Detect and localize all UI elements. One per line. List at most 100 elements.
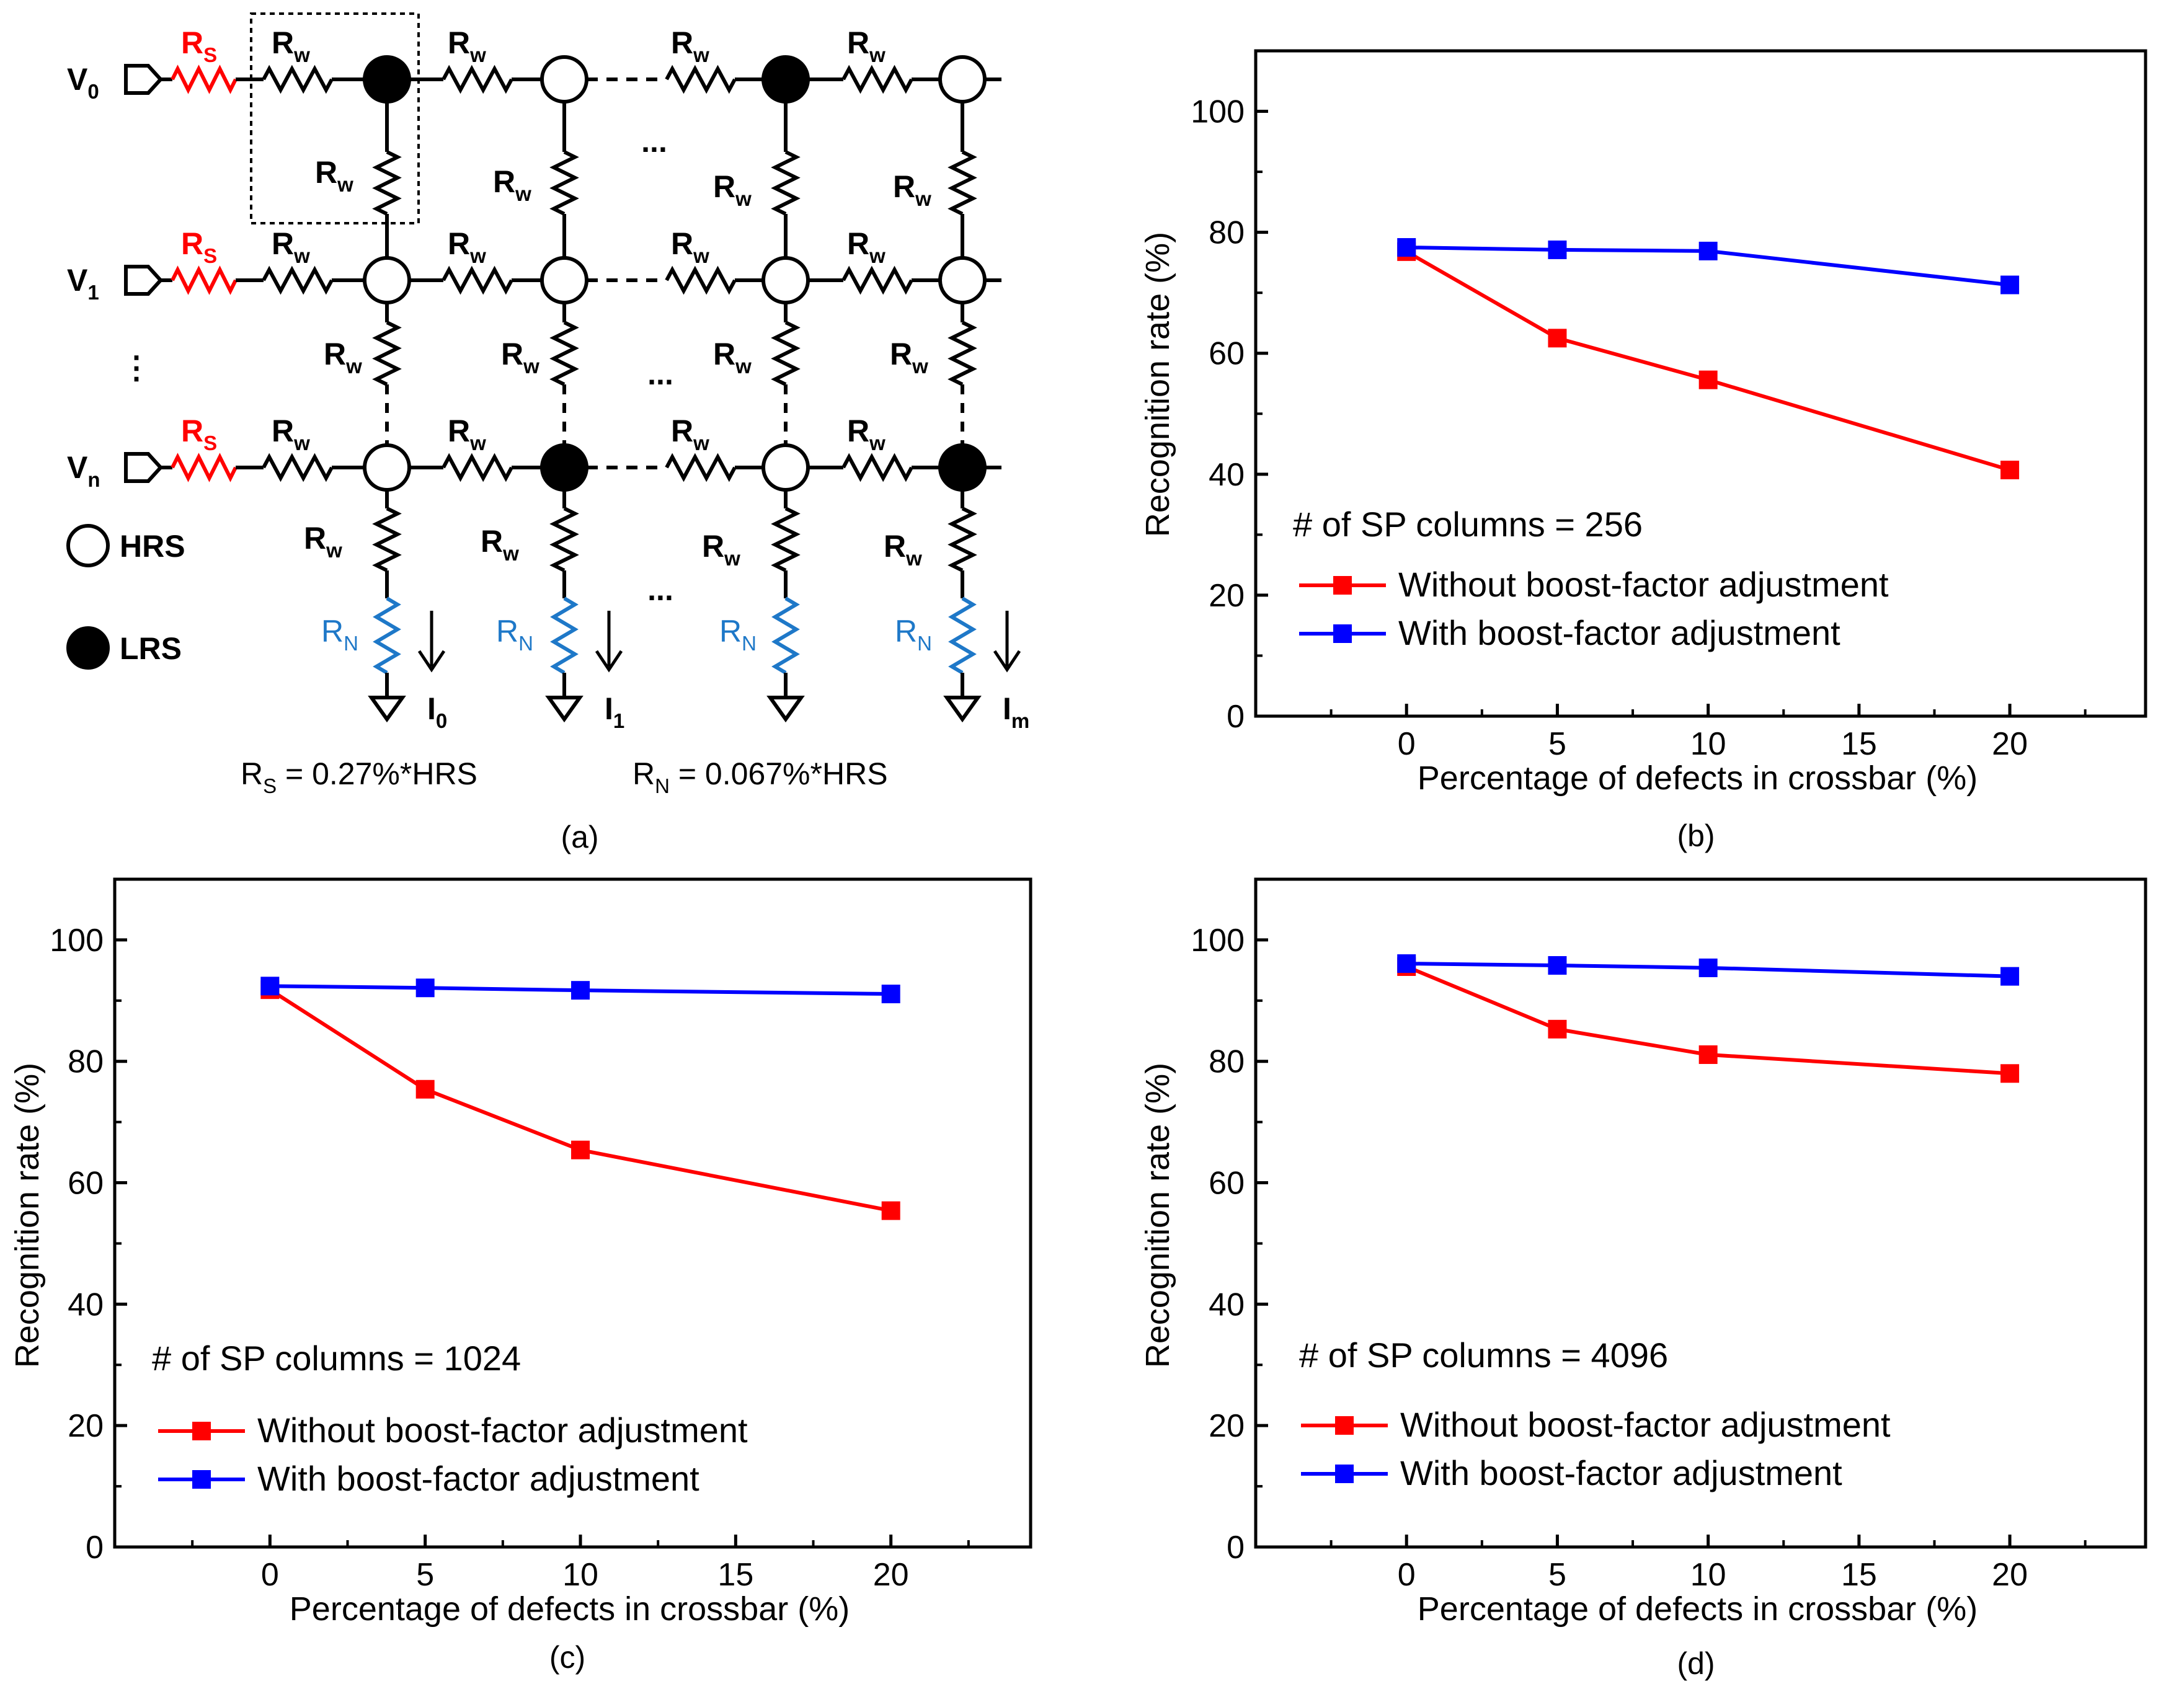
rn-label: RN	[719, 614, 757, 655]
row-voltage-label-subscript: n	[87, 468, 100, 491]
x-tick-label: 5	[1548, 726, 1566, 762]
panel-caption: (c)	[549, 1640, 585, 1675]
panel-caption: (b)	[1677, 818, 1715, 853]
rw-label-base: R	[893, 169, 915, 204]
legend-lrs-symbol	[66, 626, 110, 670]
rw-label-subscript: w	[293, 432, 310, 454]
legend-label: Without boost-factor adjustment	[257, 1411, 748, 1450]
rn-resistor	[373, 596, 401, 675]
rw-label: Rw	[304, 521, 342, 562]
rw-label-base: R	[304, 521, 326, 556]
column-current-label-base: I	[605, 691, 613, 726]
ground-symbol	[368, 696, 406, 723]
rw-label-subscript: w	[523, 355, 539, 378]
column-current-label: Im	[1003, 691, 1029, 732]
x-tick-label: 15	[717, 1557, 753, 1593]
rs-equation-subscript: S	[263, 774, 277, 797]
rw-label-base: R	[272, 226, 294, 261]
rw-label-subscript: w	[469, 432, 486, 454]
rn-label-subscript: N	[344, 632, 358, 655]
rw-label-subscript: w	[869, 43, 886, 66]
legend-marker	[192, 1422, 211, 1440]
rw-resistor	[771, 321, 801, 386]
y-tick-label: 80	[1209, 215, 1245, 251]
rs-label-subscript: S	[203, 244, 217, 267]
rw-resistor	[372, 507, 402, 572]
data-point-with	[1397, 954, 1416, 973]
rw-label: Rw	[713, 169, 752, 210]
row-voltage-label: Vn	[67, 450, 100, 491]
rw-label-subscript: w	[502, 542, 519, 565]
column-current-label-base: I	[427, 691, 436, 726]
rw-resistor	[665, 64, 737, 94]
row-ellipsis: ⋮	[121, 350, 152, 385]
rn-label-subscript: N	[518, 632, 533, 655]
rw-label-base: R	[671, 226, 693, 261]
rn-label-base: R	[895, 614, 917, 649]
row-voltage-label: V0	[67, 62, 99, 103]
y-tick-label: 20	[1209, 578, 1245, 614]
chart-panel-d: 0 20 40 60 80 100 0 5 10 15 20 Percentage of defect…	[1139, 877, 2147, 1681]
legend-marker	[192, 1470, 211, 1489]
chart-panel-b: 0 20 40 60 80 100 0 5 10 15 20 Percentage of defect…	[1139, 49, 2147, 853]
rw-label: Rw	[493, 164, 531, 205]
column-ellipsis: ...	[647, 357, 673, 391]
rw-label-base: R	[847, 226, 869, 261]
rn-equation: RN = 0.067%*HRS	[633, 756, 888, 797]
x-tick-label: 0	[261, 1557, 279, 1593]
rw-resistor	[549, 507, 579, 572]
data-point-without	[1548, 329, 1567, 348]
x-tick-label: 10	[1690, 1557, 1726, 1593]
rs-resistor	[171, 64, 237, 94]
data-point-without	[571, 1140, 590, 1159]
rw-label-base: R	[671, 25, 693, 60]
column-current-label-subscript: 1	[613, 709, 624, 732]
y-axis-label: Recognition rate (%)	[1139, 1063, 1176, 1368]
y-tick-label: 60	[1209, 1166, 1245, 1202]
rw-label-subscript: w	[735, 355, 752, 378]
rw-label-base: R	[884, 529, 906, 564]
rw-resistor	[442, 453, 513, 482]
data-point-with	[260, 977, 280, 996]
rw-label: Rw	[501, 337, 539, 378]
panel-caption: (a)	[561, 820, 598, 854]
data-point-without	[881, 1201, 900, 1220]
plot-frame	[1254, 877, 2147, 1549]
rw-resistor	[549, 150, 579, 216]
rw-label: Rw	[315, 155, 353, 196]
rw-label-subscript: w	[724, 547, 740, 570]
row-voltage-label-subscript: 0	[87, 80, 99, 103]
hrs-cell	[761, 443, 810, 492]
y-axis-label: Recognition rate (%)	[1139, 232, 1176, 537]
column-ellipsis: ...	[641, 124, 667, 159]
plot-frame	[1254, 49, 2147, 718]
rw-label-subscript: w	[337, 173, 353, 196]
rw-resistor	[442, 265, 513, 295]
x-tick-label: 20	[873, 1557, 909, 1593]
legend-lrs-label: LRS	[120, 631, 182, 666]
data-point-with	[415, 978, 435, 998]
data-point-with	[1397, 238, 1416, 257]
hrs-cell	[540, 256, 588, 304]
rw-label-base: R	[448, 25, 470, 60]
rw-resistor	[948, 321, 977, 386]
rw-resistor	[262, 265, 334, 295]
ground-symbol	[766, 696, 805, 723]
y-axis-label: Recognition rate (%)	[9, 1063, 46, 1368]
rw-label: Rw	[890, 337, 928, 378]
rw-resistor	[665, 453, 737, 482]
rs-resistor	[171, 453, 237, 482]
hrs-cell	[363, 256, 411, 304]
data-point-with	[2000, 967, 2020, 986]
rs-equation-rest: = 0.27%*HRS	[277, 756, 477, 791]
rn-equation-rest: = 0.067%*HRS	[670, 756, 888, 791]
panel-caption: (d)	[1677, 1646, 1715, 1681]
data-point-with	[2000, 275, 2020, 295]
rw-label-base: R	[501, 337, 523, 371]
y-tick-label: 100	[50, 923, 104, 959]
rw-label: Rw	[847, 25, 886, 66]
legend-hrs-symbol	[66, 524, 110, 567]
input-port	[124, 64, 164, 95]
